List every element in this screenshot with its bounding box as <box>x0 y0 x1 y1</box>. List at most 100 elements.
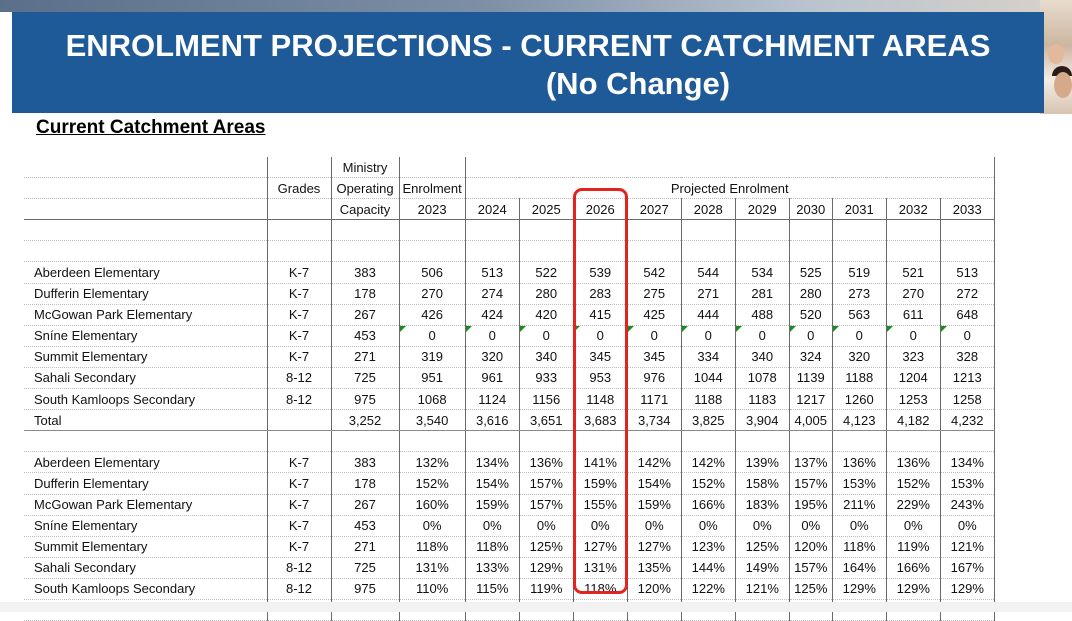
utilization-row: McGowan Park Elementary K-7 267 160% 159% 157… <box>24 494 995 516</box>
projection-cell: 1258 <box>939 388 995 411</box>
projection-cell: 1217 <box>788 388 833 411</box>
projection-cell: 141% <box>572 451 628 474</box>
header-blank <box>627 157 682 179</box>
grades-cell: K-7 <box>266 325 331 347</box>
spreadsheet: Current Catchment Areas Ministry Grades Op… <box>24 114 1000 621</box>
projection-cell: 1044 <box>680 367 736 390</box>
projection-cell: 125% <box>734 536 790 558</box>
projection-cell: 134% <box>939 451 995 474</box>
projection-cell: 211% <box>831 494 887 516</box>
projection-cell: 0 <box>734 325 790 347</box>
grades-cell: K-7 <box>266 283 331 305</box>
projection-cell: 1183 <box>734 388 790 411</box>
table-cell <box>734 430 790 453</box>
table-cell <box>734 219 790 242</box>
header-capacity-line1: Ministry <box>330 157 399 179</box>
spacer-row <box>24 430 995 453</box>
projection-cell: 118% <box>831 536 887 558</box>
header-row-3: Capacity 2023 2024 2025 2026 2027 2028 2029 2030… <box>24 198 995 221</box>
projection-cell: 953 <box>572 367 628 390</box>
table-cell <box>939 430 995 453</box>
projection-cell: 281 <box>734 283 790 305</box>
table-cell <box>464 219 520 242</box>
projection-cell: 119% <box>885 536 941 558</box>
projection-cell: 4,232 <box>939 409 995 432</box>
projection-cell: 155% <box>572 494 628 516</box>
projection-cell: 137% <box>788 451 833 474</box>
projection-cell: 134% <box>464 451 520 474</box>
projection-cell: 149% <box>734 557 790 579</box>
projection-cell: 521 <box>885 261 941 284</box>
header-year: 2029 <box>734 198 790 221</box>
enrolment-2023-cell: 131% <box>398 557 466 579</box>
projection-cell: 1188 <box>680 388 736 411</box>
enrolment-row: Dufferin Elementary K-7 178 270 274 280 283 275… <box>24 283 995 305</box>
table-cell <box>885 219 941 242</box>
projection-cell: 0% <box>885 515 941 537</box>
enrolment-row: Sahali Secondary 8-12 725 951 961 933 953 976 10… <box>24 367 995 390</box>
projection-cell: 0 <box>464 325 520 347</box>
header-grades: Grades <box>266 177 331 200</box>
projection-cell: 122% <box>680 578 736 600</box>
projection-cell: 118% <box>572 578 628 600</box>
header-row-2: Grades Operating Enrolment Projected Enrolm… <box>24 177 995 200</box>
projection-cell: 129% <box>831 578 887 600</box>
capacity-cell: 975 <box>330 388 399 411</box>
projection-cell: 157% <box>788 472 833 495</box>
header-enrolment: Enrolment <box>398 177 466 200</box>
utilization-row: Sahali Secondary 8-12 725 131% 133% 129% 131% 1… <box>24 557 995 579</box>
grades-cell: K-7 <box>266 472 331 495</box>
projection-cell: 129% <box>939 578 995 600</box>
projection-cell: 136% <box>831 451 887 474</box>
table-cell <box>330 219 399 242</box>
projection-cell: 139% <box>734 451 790 474</box>
projection-cell: 4,005 <box>788 409 833 432</box>
projection-cell: 1253 <box>885 388 941 411</box>
header-projected-enrolment: Projected Enrolment <box>464 177 995 200</box>
table-cell <box>398 430 466 453</box>
photo-person-face <box>1054 72 1072 98</box>
header-year: 2032 <box>885 198 941 221</box>
school-name: Dufferin Elementary <box>24 283 267 305</box>
projection-cell: 167% <box>939 557 995 579</box>
header-blank <box>464 157 520 179</box>
enrolment-2023-cell: 110% <box>398 578 466 600</box>
grades-cell: K-7 <box>266 515 331 537</box>
capacity-cell: 453 <box>330 325 399 347</box>
school-name: McGowan Park Elementary <box>24 304 267 326</box>
projection-cell: 157% <box>518 494 574 516</box>
table-cell <box>885 240 941 263</box>
capacity-cell: 271 <box>330 346 399 368</box>
table-cell <box>626 240 682 263</box>
projection-cell: 0 <box>626 325 682 347</box>
projection-cell: 320 <box>464 346 520 368</box>
projection-cell: 125% <box>788 578 833 600</box>
table-cell <box>831 240 887 263</box>
projection-cell: 0% <box>831 515 887 537</box>
projection-cell: 270 <box>885 283 941 305</box>
projection-cell: 280 <box>518 283 574 305</box>
table-cell <box>398 219 466 242</box>
capacity-cell: 725 <box>330 367 399 390</box>
projection-cell: 0% <box>518 515 574 537</box>
projection-cell: 229% <box>885 494 941 516</box>
header-blank <box>398 157 466 179</box>
top-strip <box>0 0 1072 12</box>
projection-cell: 1078 <box>734 367 790 390</box>
capacity-cell: 267 <box>330 304 399 326</box>
grades-cell: K-7 <box>266 536 331 558</box>
table-cell <box>734 240 790 263</box>
header-year: 2030 <box>788 198 833 221</box>
school-name: Dufferin Elementary <box>24 472 267 495</box>
capacity-cell: 271 <box>330 536 399 558</box>
header-blank <box>519 157 574 179</box>
header-year: 2027 <box>626 198 682 221</box>
projection-cell: 520 <box>788 304 833 326</box>
enrolment-table: Ministry Grades Operating Enrolment Projecte… <box>24 157 995 621</box>
projection-cell: 152% <box>680 472 736 495</box>
capacity-cell: 267 <box>330 494 399 516</box>
projection-cell: 0% <box>939 515 995 537</box>
enrolment-row: Aberdeen Elementary K-7 383 506 513 522 539 542… <box>24 261 995 284</box>
header-blank <box>573 157 628 179</box>
projection-cell: 280 <box>788 283 833 305</box>
